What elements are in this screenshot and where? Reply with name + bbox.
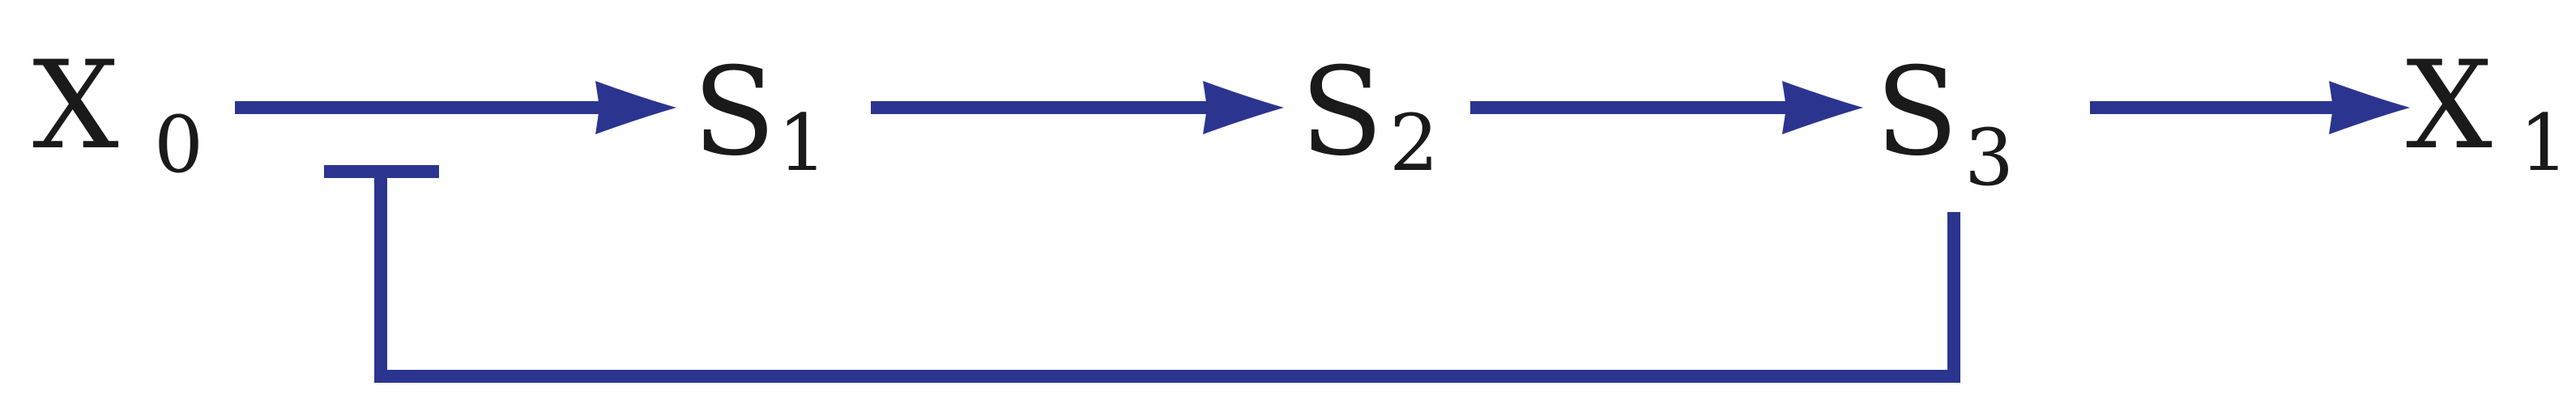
node-x1: X 1	[2406, 36, 2569, 189]
edge-s1-s2	[871, 81, 1284, 134]
node-s2-symbol: S	[1300, 42, 1384, 183]
arrowhead-icon	[1203, 81, 1284, 134]
edge-x0-s1	[235, 81, 676, 134]
node-x0-symbol: X	[32, 36, 119, 176]
node-s2: S 2	[1300, 42, 1439, 189]
node-s3: S 3	[1875, 42, 2014, 203]
node-s2-subscript: 2	[1389, 98, 1439, 189]
node-x1-symbol: X	[2406, 36, 2493, 176]
arrowhead-icon	[595, 81, 676, 134]
node-s3-symbol: S	[1875, 42, 1959, 183]
node-s1-subscript: 1	[778, 98, 827, 189]
edge-s3-x1	[2090, 81, 2410, 134]
node-x1-subscript: 1	[2519, 98, 2569, 189]
edge-s2-s3	[1470, 81, 1863, 134]
node-x0: X 0	[32, 36, 203, 190]
node-s3-subscript: 3	[1964, 112, 2014, 203]
node-s1-symbol: S	[693, 42, 776, 183]
arrowhead-icon	[2329, 81, 2410, 134]
arrowhead-icon	[1782, 81, 1863, 134]
node-x0-subscript: 0	[154, 100, 203, 190]
edge-s3-inhibits-x0	[324, 165, 1960, 383]
feedback-line	[374, 172, 1960, 383]
node-s1: S 1	[693, 42, 827, 189]
